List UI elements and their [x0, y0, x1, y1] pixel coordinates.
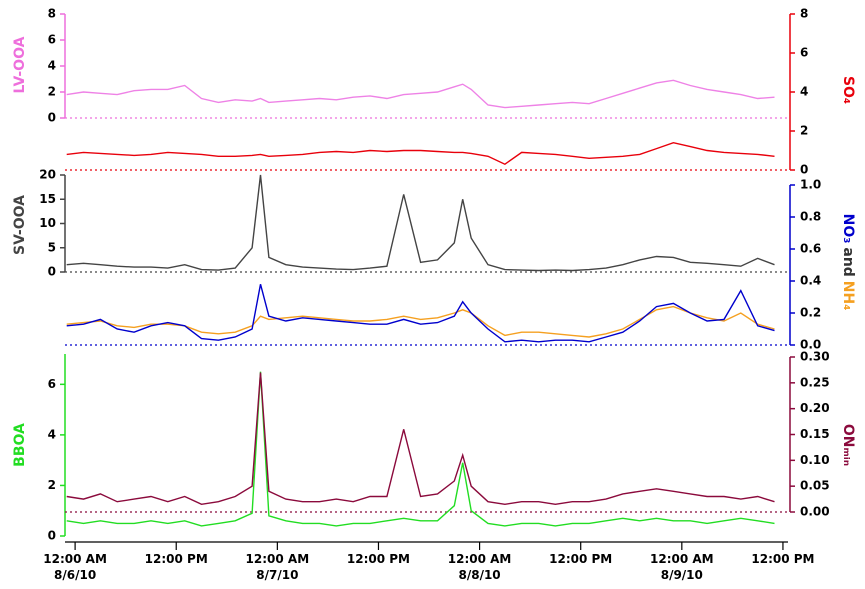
y-tick-label: 0: [48, 111, 56, 125]
y-tick-label: 10: [39, 216, 56, 230]
y-axis-label: BBOA: [12, 423, 28, 467]
y-tick-label: 0: [48, 265, 56, 279]
y2-tick-label: 0.0: [800, 338, 821, 352]
x-tick-label: 12:00 PM: [346, 552, 411, 566]
y-tick-label: 6: [48, 33, 56, 47]
x-tick-label: 12:00 AM 8/6/10: [43, 552, 107, 582]
y-tick-label: 15: [39, 192, 56, 206]
y2-axis-label: ONₘᵢₙ: [840, 424, 856, 466]
y2-tick-label: 0.20: [800, 401, 830, 415]
y2-tick-label: 0.30: [800, 350, 830, 364]
x-tick-label: 12:00 AM 8/7/10: [245, 552, 310, 582]
y2-tick-label: 0.25: [800, 375, 830, 389]
x-tick-label: 12:00 PM: [549, 552, 613, 566]
y-axis-label: SV-OOA: [12, 195, 28, 255]
y2-tick-label: 4: [800, 85, 808, 99]
series-line: [66, 372, 775, 506]
y-tick-label: 20: [39, 168, 56, 182]
y2-tick-label: 2: [800, 124, 808, 138]
y-tick-label: 0: [48, 529, 56, 543]
y-tick-label: 4: [48, 59, 56, 73]
y2-tick-label: 0.15: [800, 427, 830, 441]
y2-axis-label: NO₃ and NH₄: [840, 214, 856, 311]
series-line: [66, 371, 775, 527]
series-line: [66, 284, 775, 343]
y-tick-label: 4: [48, 427, 56, 441]
y2-tick-label: 0.6: [800, 242, 821, 256]
y2-axis-label: SO₄: [840, 76, 856, 104]
y2-tick-label: 0: [800, 163, 808, 177]
x-tick-label: 12:00 AM 8/8/10: [447, 552, 512, 582]
series-line: [66, 305, 775, 338]
y2-axis-label-part: NO₃: [840, 214, 856, 244]
y2-tick-label: 0.10: [800, 453, 830, 467]
y-tick-label: 2: [48, 85, 56, 99]
y-axis-label: LV-OOA: [12, 36, 28, 93]
y-tick-label: 6: [48, 377, 56, 391]
y-tick-label: 8: [48, 7, 56, 21]
y2-tick-label: 1.0: [800, 178, 821, 192]
y2-tick-label: 0.8: [800, 210, 821, 224]
y-tick-label: 2: [48, 478, 56, 492]
y2-axis-label-part: NH₄: [840, 281, 856, 311]
series-line: [66, 79, 775, 109]
y2-tick-label: 0.4: [800, 274, 821, 288]
x-tick-label: 12:00 PM: [144, 552, 208, 566]
series-line: [66, 174, 775, 272]
y2-axis-label-part: and: [840, 247, 856, 276]
y2-tick-label: 0.05: [800, 479, 830, 493]
x-tick-label: 12:00 PM: [751, 552, 815, 566]
y2-tick-label: 8: [800, 7, 808, 21]
y-tick-label: 5: [48, 240, 56, 254]
x-tick-label: 12:00 AM 8/9/10: [650, 552, 714, 582]
y2-tick-label: 0.00: [800, 505, 830, 519]
y2-tick-label: 0.2: [800, 306, 821, 320]
series-line: [66, 141, 775, 166]
y2-tick-label: 6: [800, 46, 808, 60]
